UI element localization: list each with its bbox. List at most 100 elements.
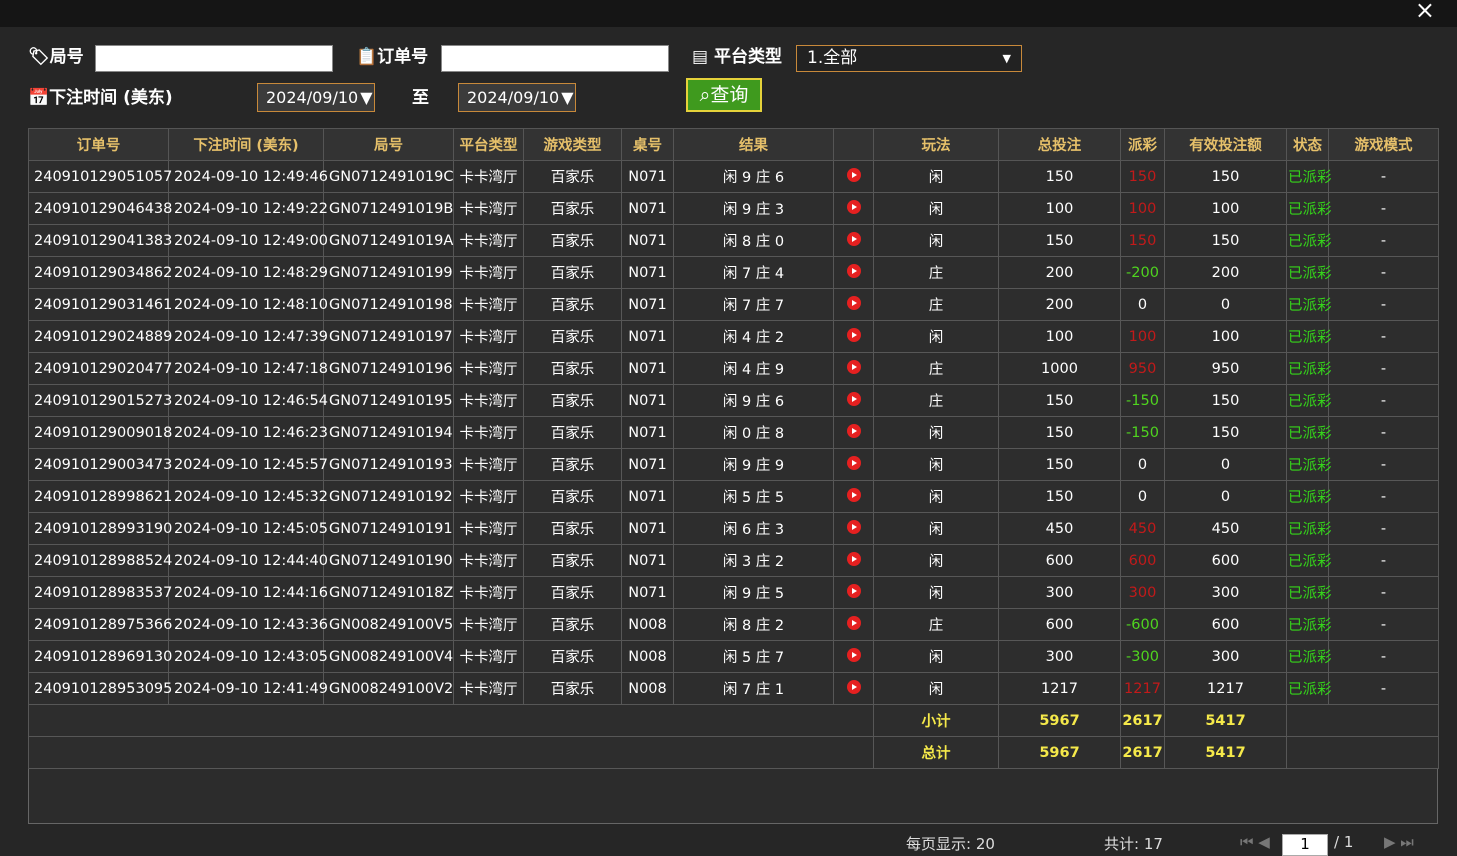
column-header: 玩法 (873, 128, 999, 161)
cell: 闲 9 庄 6 (673, 160, 834, 193)
cell: 240910129041383 (28, 224, 172, 257)
icon-cell (833, 640, 874, 673)
cell: GN07124910199 (323, 256, 454, 289)
next-buttons[interactable]: ▶ ⏭ (1384, 833, 1414, 851)
cell: GN07124910195 (323, 384, 454, 417)
icon-cell (833, 448, 874, 481)
cell: 百家乐 (523, 416, 622, 449)
cell: - (1328, 224, 1439, 257)
cell: 卡卡湾厅 (453, 672, 524, 705)
play-icon[interactable] (846, 455, 861, 470)
play-icon[interactable] (846, 423, 861, 438)
order-label: 📋订单号 (356, 47, 429, 67)
column-header: 有效投注额 (1164, 128, 1287, 161)
column-header: 状态 (1286, 128, 1329, 161)
play-icon[interactable] (846, 519, 861, 534)
play-icon[interactable] (846, 327, 861, 342)
cell: N071 (621, 416, 674, 449)
date-to[interactable]: 2024/09/10 (458, 83, 576, 112)
cell: 庄 (873, 384, 999, 417)
prev-buttons[interactable]: ⏮ ◀ (1240, 833, 1270, 851)
cell: 240910128983537 (28, 576, 172, 609)
play-icon[interactable] (846, 647, 861, 662)
cell: - (1328, 416, 1439, 449)
date-from[interactable]: 2024/09/10 (257, 83, 375, 112)
play-icon[interactable] (846, 295, 861, 310)
play-icon[interactable] (846, 615, 861, 630)
cell: 百家乐 (523, 512, 622, 545)
cell: 卡卡湾厅 (453, 352, 524, 385)
cell: 240910128988524 (28, 544, 172, 577)
cell: - (1328, 640, 1439, 673)
close-button[interactable]: × (1414, 0, 1435, 24)
cell: - (1328, 320, 1439, 353)
play-icon[interactable] (846, 583, 861, 598)
column-header: 桌号 (621, 128, 674, 161)
cell: 150 (1164, 224, 1287, 257)
play-icon[interactable] (846, 231, 861, 246)
cell: 卡卡湾厅 (453, 640, 524, 673)
cell: - (1328, 448, 1439, 481)
play-icon[interactable] (846, 551, 861, 566)
column-header: 游戏模式 (1328, 128, 1439, 161)
cell: 2024-09-10 12:45:57 (168, 448, 328, 481)
cell: - (1328, 352, 1439, 385)
query-button[interactable]: ⌕查询 (686, 78, 762, 112)
cell: 已派彩 (1286, 256, 1332, 289)
subtotal-label: 小计 (873, 704, 999, 737)
play-icon[interactable] (846, 391, 861, 406)
play-icon[interactable] (846, 487, 861, 502)
cell: 200 (1164, 256, 1287, 289)
round-input[interactable] (95, 45, 333, 72)
cell: 150 (998, 160, 1121, 193)
total-valid: 5417 (1164, 736, 1287, 769)
play-icon[interactable] (846, 679, 861, 694)
cell: 2024-09-10 12:41:49 (168, 672, 328, 705)
records-table: 订单号 下注时间 (美东) 局号 平台类型 游戏类型 桌号 结果 玩法 总投注 派彩 有效投注额 状态… (28, 128, 1439, 769)
time-label: 📅下注时间 (美东) (28, 88, 173, 108)
icon-cell (833, 512, 874, 545)
cell: 已派彩 (1286, 608, 1332, 641)
page-input[interactable]: 1 (1282, 834, 1328, 856)
cell: 1217 (998, 672, 1121, 705)
cell: N008 (621, 672, 674, 705)
subtotal-row: 小计 5967 2617 5417 (28, 704, 1439, 737)
cell: N071 (621, 512, 674, 545)
icon-cell (833, 320, 874, 353)
play-icon[interactable] (846, 199, 861, 214)
platform-select[interactable]: 1.全部 ▼ (796, 45, 1022, 72)
cell: 卡卡湾厅 (453, 224, 524, 257)
cell: 闲 9 庄 3 (673, 192, 834, 225)
cell: 卡卡湾厅 (453, 608, 524, 641)
total-bet: 5967 (998, 736, 1121, 769)
cell: 450 (1164, 512, 1287, 545)
cell: 2024-09-10 12:49:22 (168, 192, 328, 225)
cell: 200 (998, 256, 1121, 289)
subtotal-valid: 5417 (1164, 704, 1287, 737)
cell: 卡卡湾厅 (453, 384, 524, 417)
cell: 200 (998, 288, 1121, 321)
play-icon[interactable] (846, 359, 861, 374)
play-icon[interactable] (846, 263, 861, 278)
data-row: 240910129051057 2024-09-10 12:49:46 GN0712… (28, 160, 1439, 193)
cell: 闲 (873, 448, 999, 481)
page-count: / 1 (1334, 833, 1354, 851)
cell: GN0712491019A (323, 224, 454, 257)
cell: 2024-09-10 12:43:36 (168, 608, 328, 641)
data-row: 240910128993190 2024-09-10 12:45:05 GN0712… (28, 512, 1439, 545)
cell: - (1328, 608, 1439, 641)
cell: -300 (1120, 640, 1165, 673)
cell: GN07124910194 (323, 416, 454, 449)
order-input[interactable] (441, 45, 669, 72)
play-icon[interactable] (846, 167, 861, 182)
cell: - (1328, 384, 1439, 417)
cell: GN0712491018Z (323, 576, 454, 609)
data-row: 240910129024889 2024-09-10 12:47:39 GN0712… (28, 320, 1439, 353)
cell: 已派彩 (1286, 192, 1332, 225)
cell: GN07124910192 (323, 480, 454, 513)
cell: N071 (621, 576, 674, 609)
cell: - (1328, 576, 1439, 609)
cell: 240910129034862 (28, 256, 172, 289)
data-row: 240910129003473 2024-09-10 12:45:57 GN0712… (28, 448, 1439, 481)
cell: - (1328, 256, 1439, 289)
